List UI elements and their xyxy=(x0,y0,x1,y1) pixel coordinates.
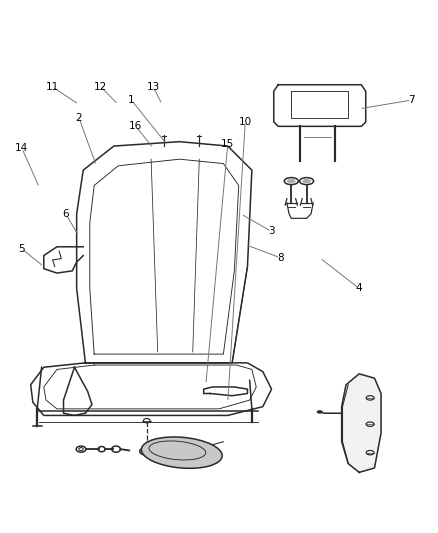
Ellipse shape xyxy=(287,179,296,183)
Text: 3: 3 xyxy=(268,227,275,237)
Ellipse shape xyxy=(143,449,150,454)
Text: 5: 5 xyxy=(18,244,25,254)
Ellipse shape xyxy=(141,437,222,469)
Text: 12: 12 xyxy=(94,82,107,92)
Text: 15: 15 xyxy=(221,139,234,149)
Ellipse shape xyxy=(302,179,311,183)
Text: 6: 6 xyxy=(62,209,69,219)
Text: 11: 11 xyxy=(46,82,59,92)
Text: 14: 14 xyxy=(15,143,28,154)
Text: 1: 1 xyxy=(128,95,135,105)
Text: 13: 13 xyxy=(147,82,160,92)
Polygon shape xyxy=(342,374,381,472)
Ellipse shape xyxy=(317,410,323,414)
Text: 10: 10 xyxy=(239,117,252,127)
Text: 2: 2 xyxy=(75,112,82,123)
Text: 4: 4 xyxy=(356,284,363,293)
Text: 8: 8 xyxy=(277,253,284,263)
Text: 7: 7 xyxy=(408,95,415,105)
Text: 16: 16 xyxy=(129,122,142,131)
